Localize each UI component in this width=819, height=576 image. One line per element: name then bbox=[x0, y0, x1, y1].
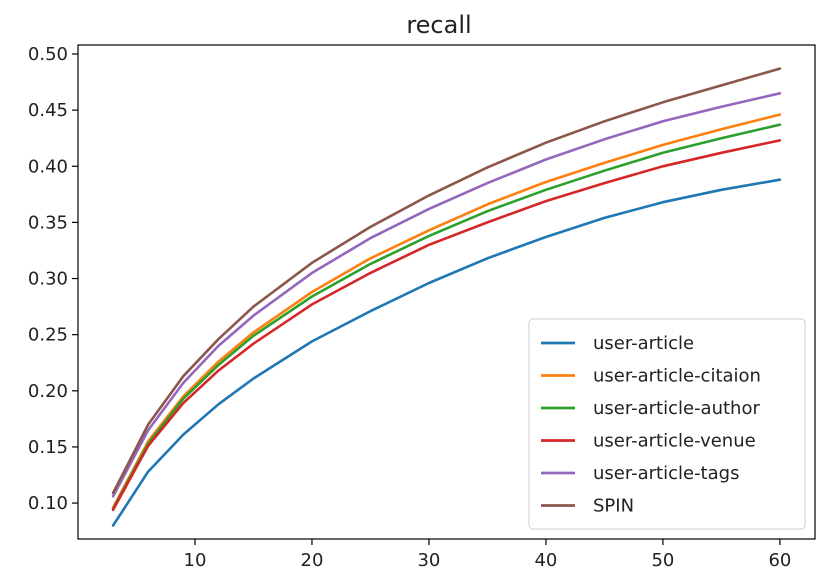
legend-label-2: user-article-author bbox=[593, 398, 760, 419]
y-tick-label: 0.10 bbox=[28, 493, 68, 514]
legend-label-0: user-article bbox=[593, 333, 694, 354]
y-tick-label: 0.20 bbox=[28, 381, 68, 402]
legend-label-4: user-article-tags bbox=[593, 463, 739, 484]
y-tick-label: 0.45 bbox=[28, 100, 68, 121]
legend-label-5: SPIN bbox=[593, 496, 634, 517]
legend-label-1: user-article-citaion bbox=[593, 366, 761, 387]
legend-label-3: user-article-venue bbox=[593, 431, 756, 452]
y-tick-label: 0.40 bbox=[28, 156, 68, 177]
x-tick-label: 10 bbox=[184, 550, 207, 571]
y-tick-label: 0.15 bbox=[28, 437, 68, 458]
chart-title: recall bbox=[406, 11, 471, 39]
x-tick-label: 40 bbox=[534, 550, 557, 571]
y-tick-label: 0.25 bbox=[28, 325, 68, 346]
y-tick-label: 0.30 bbox=[28, 269, 68, 290]
x-tick-label: 20 bbox=[301, 550, 324, 571]
y-tick-label: 0.50 bbox=[28, 44, 68, 65]
y-axis: 0.10 0.15 0.20 0.25 0.30 0.35 0.40 0.45 0.50 bbox=[28, 44, 78, 514]
x-tick-label: 30 bbox=[417, 550, 440, 571]
x-axis: 10 20 30 40 50 60 bbox=[184, 539, 792, 571]
x-tick-label: 50 bbox=[651, 550, 674, 571]
legend: user-article user-article-citaion user-art… bbox=[529, 319, 805, 529]
y-tick-label: 0.35 bbox=[28, 212, 68, 233]
x-tick-label: 60 bbox=[768, 550, 791, 571]
